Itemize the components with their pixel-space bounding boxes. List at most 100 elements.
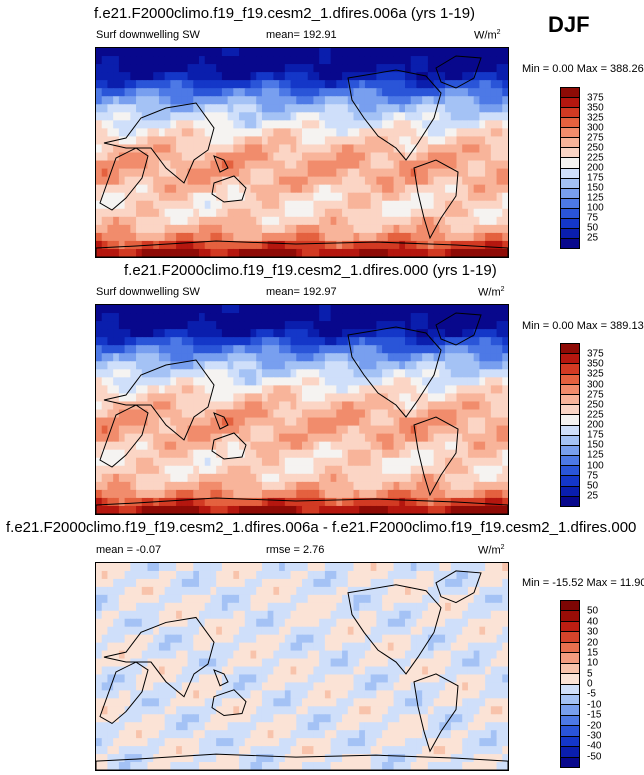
heatmap-cell: [422, 401, 429, 411]
heatmap-cell: [96, 305, 103, 314]
heatmap-cell: [393, 674, 400, 684]
colorbar-swatch: [561, 167, 579, 178]
heatmap-cell: [450, 618, 458, 628]
heatmap-cell: [130, 200, 137, 210]
heatmap-cell: [353, 425, 360, 435]
heatmap-cell: [244, 112, 252, 121]
heatmap-cell: [221, 489, 229, 499]
heatmap-cell: [353, 192, 360, 202]
heatmap-cell: [158, 602, 166, 612]
heatmap-cell: [376, 337, 383, 346]
heatmap-cell: [239, 417, 246, 427]
heatmap-cell: [462, 481, 469, 491]
heatmap-cell: [239, 563, 246, 572]
heatmap-cell: [370, 104, 377, 113]
heatmap-cell: [462, 610, 469, 620]
heatmap-cell: [439, 457, 446, 467]
heatmap-cell: [307, 160, 315, 170]
heatmap-cell: [467, 369, 475, 378]
heatmap-cell: [221, 305, 229, 314]
heatmap-cell: [250, 441, 257, 451]
heatmap-cell: [330, 353, 337, 362]
heatmap-cell: [347, 481, 355, 491]
heatmap-cell: [187, 369, 194, 378]
heatmap-cell: [233, 449, 240, 459]
heatmap-cell: [256, 441, 263, 451]
heatmap-cell: [279, 104, 286, 113]
heatmap-cell: [393, 329, 400, 338]
heatmap-cell: [462, 72, 469, 81]
heatmap-cell: [284, 666, 292, 676]
heatmap-cell: [445, 144, 452, 154]
heatmap-cell: [239, 666, 246, 676]
heatmap-cell: [118, 184, 126, 194]
heatmap-cell: [164, 497, 171, 507]
heatmap-cell: [490, 80, 498, 89]
heatmap-cell: [141, 634, 149, 644]
heatmap-cell: [462, 136, 469, 146]
heatmap-cell: [284, 602, 292, 612]
heatmap-cell: [279, 56, 286, 65]
heatmap-cell: [399, 136, 406, 146]
heatmap-cell: [227, 594, 234, 604]
heatmap-cell: [405, 602, 412, 612]
heatmap-cell: [364, 305, 372, 314]
heatmap-cell: [227, 88, 234, 97]
heatmap-cell: [227, 64, 234, 73]
heatmap-cell: [199, 433, 206, 443]
heatmap-cell: [250, 112, 257, 121]
heatmap-cell: [416, 369, 423, 378]
heatmap-cell: [101, 578, 109, 588]
colorbar-swatch: [561, 177, 579, 188]
heatmap-cell: [113, 48, 120, 57]
heatmap-cell: [330, 345, 337, 354]
heatmap-cell: [307, 136, 315, 146]
heatmap-cell: [330, 321, 337, 330]
heatmap-cell: [210, 401, 217, 411]
heatmap-cell: [342, 618, 349, 628]
heatmap-cell: [342, 329, 349, 338]
heatmap-cell: [96, 563, 103, 572]
heatmap-cell: [187, 441, 194, 451]
heatmap-cell: [393, 232, 400, 242]
heatmap-cell: [336, 674, 343, 684]
heatmap-cell: [342, 56, 349, 65]
heatmap-cell: [193, 682, 200, 691]
heatmap-cell: [136, 578, 143, 588]
heatmap-cell: [147, 96, 154, 105]
heatmap-cell: [467, 563, 475, 572]
heatmap-cell: [336, 168, 343, 178]
heatmap-cell: [210, 425, 217, 435]
heatmap-cell: [250, 144, 257, 154]
heatmap-cell: [193, 473, 200, 483]
heatmap-cell: [416, 160, 423, 170]
heatmap-cell: [239, 361, 246, 370]
heatmap-cell: [250, 176, 257, 186]
heatmap-cell: [136, 441, 143, 451]
heatmap-cell: [490, 168, 498, 178]
heatmap-cell: [439, 377, 446, 386]
heatmap-cell: [393, 449, 400, 459]
heatmap-cell: [250, 200, 257, 210]
heatmap-cell: [284, 634, 292, 644]
heatmap-cell: [261, 586, 269, 596]
heatmap-cell: [239, 305, 246, 314]
heatmap-cell: [445, 240, 452, 250]
heatmap-cell: [456, 369, 463, 378]
heatmap-cell: [359, 224, 366, 234]
heatmap-cell: [462, 377, 469, 386]
heatmap-cell: [261, 136, 269, 146]
heatmap-cell: [307, 634, 315, 644]
heatmap-cell: [210, 385, 217, 395]
heatmap-cell: [302, 56, 309, 65]
heatmap-cell: [256, 465, 263, 475]
heatmap-cell: [485, 602, 492, 612]
heatmap-cell: [221, 96, 229, 105]
heatmap-cell: [244, 377, 252, 386]
heatmap-cell: [233, 634, 240, 644]
heatmap-cell: [307, 104, 315, 113]
heatmap-cell: [353, 465, 360, 475]
heatmap-cell: [267, 497, 274, 507]
heatmap-cell: [313, 216, 320, 226]
heatmap-cell: [141, 48, 149, 57]
